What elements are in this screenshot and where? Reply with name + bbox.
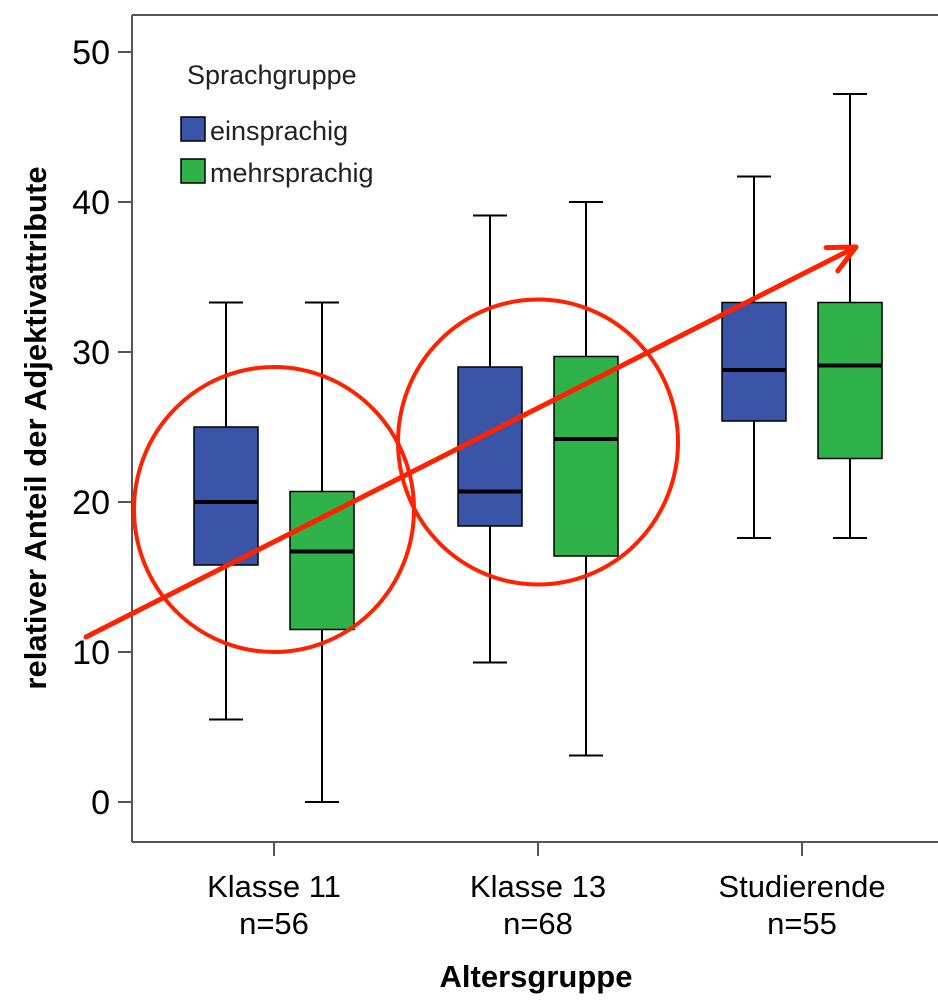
annotation-circle-1 [396, 297, 680, 587]
box-mehrsprachig-2 [817, 93, 883, 539]
box-einsprachig-2-iqr [721, 301, 787, 422]
y-tick-label-40: 40 [72, 184, 110, 222]
y-axis: 0 10 20 30 40 50 [72, 34, 132, 822]
y-axis-title: relativer Anteil der Adjektivattribute [18, 166, 53, 689]
annotation-arrow-head [823, 244, 859, 274]
x-tick-label-1: Klasse 13 [470, 869, 606, 904]
x-tick-n-1: n=68 [503, 906, 573, 941]
x-tick-label-2: Studierende [718, 869, 885, 904]
box-mehrsprachig-1 [553, 201, 619, 757]
legend-label-mehrsprachig: mehrsprachig [210, 158, 374, 188]
legend: Sprachgruppe einsprachig mehrsprachig [180, 60, 374, 188]
y-tick-label-0: 0 [91, 784, 110, 822]
box-einsprachig-1-iqr [457, 366, 523, 527]
legend-swatch-einsprachig [180, 116, 206, 142]
x-tick-label-0: Klasse 11 [207, 869, 341, 904]
y-tick-label-30: 30 [72, 334, 110, 372]
annotation-arrow-shaft [83, 247, 853, 640]
boxes [193, 93, 883, 803]
x-tick-n-2: n=55 [767, 906, 837, 941]
legend-swatch-mehrsprachig [180, 158, 206, 184]
box-einsprachig-1 [457, 214, 523, 664]
annotations [83, 244, 859, 654]
y-tick-label-20: 20 [72, 484, 110, 522]
x-tick-n-0: n=56 [239, 906, 309, 941]
y-tick-label-50: 50 [72, 34, 110, 72]
legend-label-einsprachig: einsprachig [210, 116, 348, 146]
y-tick-label-10: 10 [72, 634, 110, 672]
plot-area [132, 15, 938, 842]
box-mehrsprachig-1-iqr [553, 355, 619, 557]
box-mehrsprachig-0 [289, 301, 355, 803]
x-axis-title: Altersgruppe [440, 959, 633, 994]
box-mehrsprachig-0-iqr [289, 490, 355, 631]
box-einsprachig-0 [193, 301, 259, 721]
box-einsprachig-2 [721, 175, 787, 539]
x-axis: Klasse 11n=56 Klasse 13n=68 Studierenden=5… [207, 842, 886, 941]
legend-title: Sprachgruppe [187, 60, 357, 90]
box-einsprachig-0-iqr [193, 426, 259, 566]
box-mehrsprachig-2-iqr [817, 301, 883, 460]
